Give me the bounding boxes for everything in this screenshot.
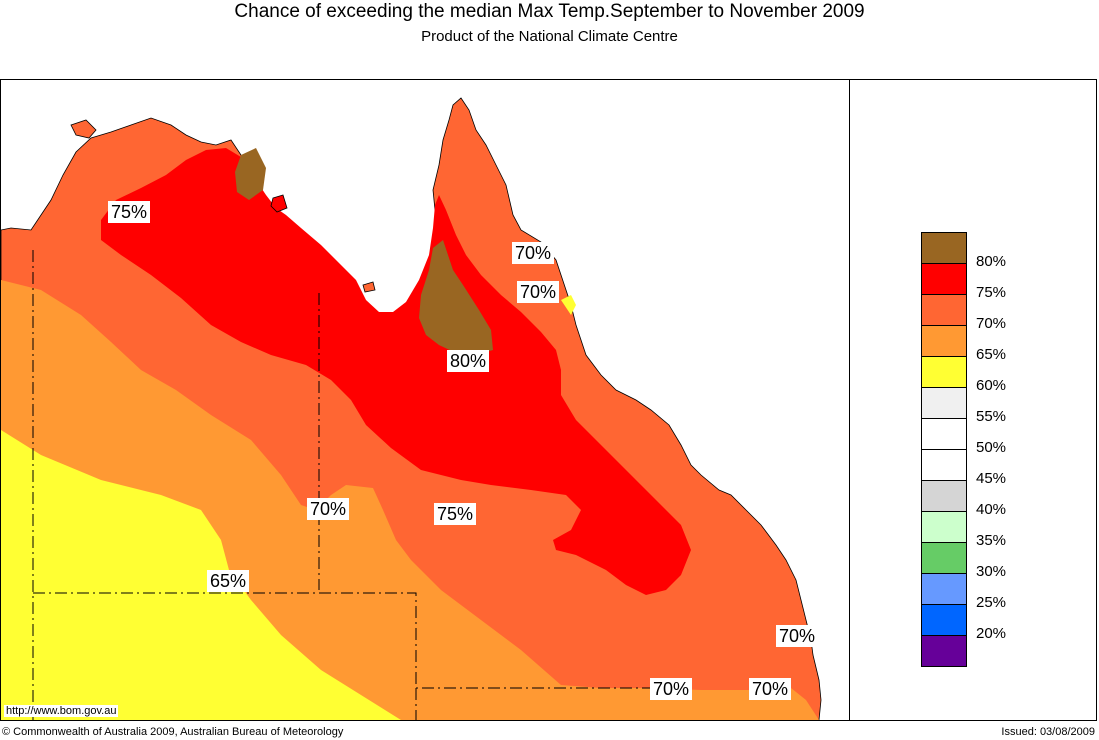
map-svg (1, 97, 822, 720)
legend-swatch (921, 388, 967, 419)
legend-label: 55% (976, 408, 1007, 425)
legend-swatch (921, 326, 967, 357)
legend-label: 40% (976, 501, 1007, 518)
legend-label: 50% (976, 439, 1007, 456)
legend-label: 80% (976, 253, 1007, 270)
map-subtitle: Product of the National Climate Centre (421, 28, 678, 45)
legend-swatch (921, 264, 967, 295)
contour-label-80-cape: 80% (447, 350, 490, 372)
map-frame (0, 79, 1097, 721)
legend-color-bar (921, 232, 967, 667)
state-border-qld-sa (33, 592, 651, 689)
land-75 (101, 148, 691, 595)
contour-label-70-east-2: 70% (517, 281, 560, 303)
island-mornington (362, 281, 376, 293)
legend-label: 45% (976, 470, 1007, 487)
website-link[interactable]: http://www.bom.gov.au (4, 705, 119, 717)
legend-label: 60% (976, 377, 1007, 394)
contour-label-70-southeast-2: 70% (650, 678, 693, 700)
land-80-cape (419, 240, 493, 355)
island-groote (270, 194, 288, 213)
contour-label-70-southeast-3: 70% (749, 678, 792, 700)
legend-label: 20% (976, 625, 1007, 642)
legend-swatch (921, 605, 967, 636)
legend-label: 65% (976, 346, 1007, 363)
contour-label-65-southwest: 65% (207, 570, 250, 592)
legend-swatch (921, 295, 967, 326)
legend-label: 30% (976, 563, 1007, 580)
legend-label: 75% (976, 284, 1007, 301)
copyright-notice: © Commonwealth of Australia 2009, Austra… (2, 726, 344, 738)
land-60 (1, 430, 401, 720)
contour-label-70-southeast-1: 70% (776, 625, 819, 647)
legend-swatch (921, 232, 967, 264)
legend-swatch (921, 481, 967, 512)
legend-divider (849, 80, 850, 720)
legend-swatch (921, 636, 967, 667)
issued-date: Issued: 03/08/2009 (1001, 726, 1095, 738)
contour-label-70-central: 70% (307, 498, 350, 520)
contour-label-75-northwest: 75% (108, 201, 151, 223)
map-area (1, 80, 849, 720)
legend-swatch (921, 357, 967, 388)
legend-swatch (921, 419, 967, 450)
legend-label: 35% (976, 532, 1007, 549)
legend-swatch (921, 450, 967, 481)
land-60-coast (561, 295, 576, 315)
land-80-arnhem (235, 148, 266, 200)
island-melville (70, 119, 97, 139)
contour-label-75-central: 75% (434, 503, 477, 525)
legend-swatch (921, 512, 967, 543)
legend-swatch (921, 574, 967, 605)
map-title: Chance of exceeding the median Max Temp.… (234, 1, 865, 22)
legend-swatch (921, 543, 967, 574)
contour-label-70-east-1: 70% (512, 242, 555, 264)
legend-label: 70% (976, 315, 1007, 332)
legend-label: 25% (976, 594, 1007, 611)
